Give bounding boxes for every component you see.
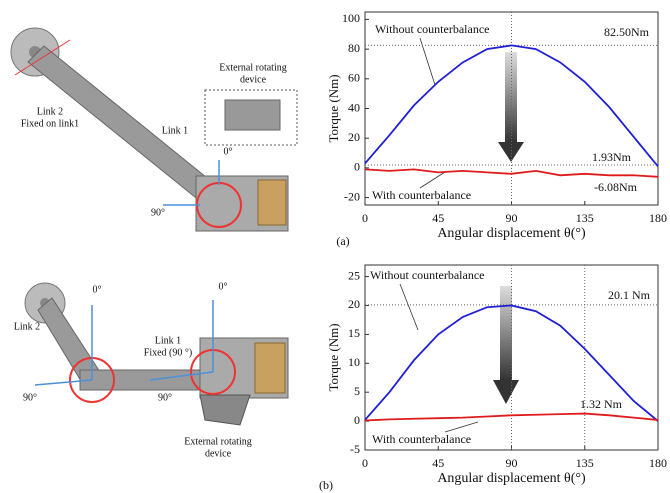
- leader: [399, 283, 419, 331]
- label: Link 1: [162, 125, 188, 136]
- series-line: [364, 168, 659, 178]
- x-tick-label: 180: [649, 211, 667, 225]
- x-axis-label: Angular displacement θ(°): [437, 471, 586, 486]
- x-tick-label: 135: [576, 211, 594, 225]
- y-tick-label: 80: [348, 41, 360, 55]
- series-label: Without counterbalance: [370, 268, 484, 282]
- label: 90°: [23, 392, 37, 403]
- illustration-b: 0° 0° Link 1 Fixed (90 °) Link 2 90° 90°…: [14, 281, 289, 459]
- label: 0°: [224, 146, 233, 157]
- x-tick-label: 45: [432, 456, 444, 470]
- panel-label: (a): [336, 234, 349, 248]
- panel-label: (b): [319, 478, 333, 492]
- series-line: [364, 304, 659, 422]
- label: External rotating: [219, 62, 286, 73]
- y-tick-label: 60: [348, 71, 360, 85]
- x-tick-label: 180: [649, 456, 667, 470]
- label: Fixed on link1: [21, 118, 79, 129]
- y-tick-label: 15: [348, 326, 360, 340]
- y-axis-label: Torque (Nm): [326, 323, 341, 391]
- series-label: With counterbalance: [372, 188, 471, 202]
- label: Fixed (90 °): [144, 347, 192, 358]
- arrow: [498, 142, 524, 162]
- y-tick-label: 100: [342, 11, 360, 25]
- series-label: With counterbalance: [372, 432, 471, 446]
- y-tick-label: 5: [354, 384, 360, 398]
- arrow: [500, 286, 512, 380]
- y-tick-label: 20: [348, 130, 360, 144]
- series-line: [364, 412, 659, 422]
- x-tick-label: 90: [506, 456, 518, 470]
- series-label: Without counterbalance: [375, 22, 489, 36]
- series-line: [364, 44, 659, 167]
- y-tick-label: 20: [348, 297, 360, 311]
- leader: [419, 171, 446, 189]
- x-axis-label: Angular displacement θ(°): [437, 226, 586, 241]
- label: device: [205, 448, 232, 459]
- leader: [444, 421, 479, 433]
- annotation: 20.1 Nm: [608, 288, 651, 302]
- y-tick-label: 0: [354, 160, 360, 174]
- y-tick-label: 10: [348, 355, 360, 369]
- arrow: [493, 380, 519, 404]
- illustration-a: External rotating device Link 2 Fixed on…: [10, 27, 298, 232]
- annotation: 1.93Nm: [592, 150, 632, 164]
- label: Link 2: [14, 321, 40, 332]
- label: Link 2: [37, 106, 63, 117]
- label: device: [240, 74, 267, 85]
- label: Link 1: [155, 335, 181, 346]
- x-tick-label: 135: [576, 456, 594, 470]
- x-tick-label: 90: [506, 211, 518, 225]
- y-tick-label: 40: [348, 100, 360, 114]
- annotation: -6.08Nm: [594, 180, 638, 194]
- x-tick-label: 0: [362, 211, 368, 225]
- y-tick-label: 25: [348, 268, 360, 282]
- x-tick-label: 45: [432, 211, 444, 225]
- label: 0°: [219, 281, 228, 292]
- y-tick-label: -5: [350, 442, 360, 456]
- y-axis-label: Torque (Nm): [326, 74, 341, 142]
- label: 90°: [158, 392, 172, 403]
- label: 0°: [93, 284, 102, 295]
- label: External rotating: [184, 436, 251, 447]
- y-tick-label: -20: [344, 189, 360, 203]
- y-tick-label: 0: [354, 413, 360, 427]
- annotation: 1.32 Nm: [580, 397, 623, 411]
- x-tick-label: 0: [362, 456, 368, 470]
- label: 90°: [151, 207, 165, 218]
- annotation: 82.50Nm: [604, 25, 650, 39]
